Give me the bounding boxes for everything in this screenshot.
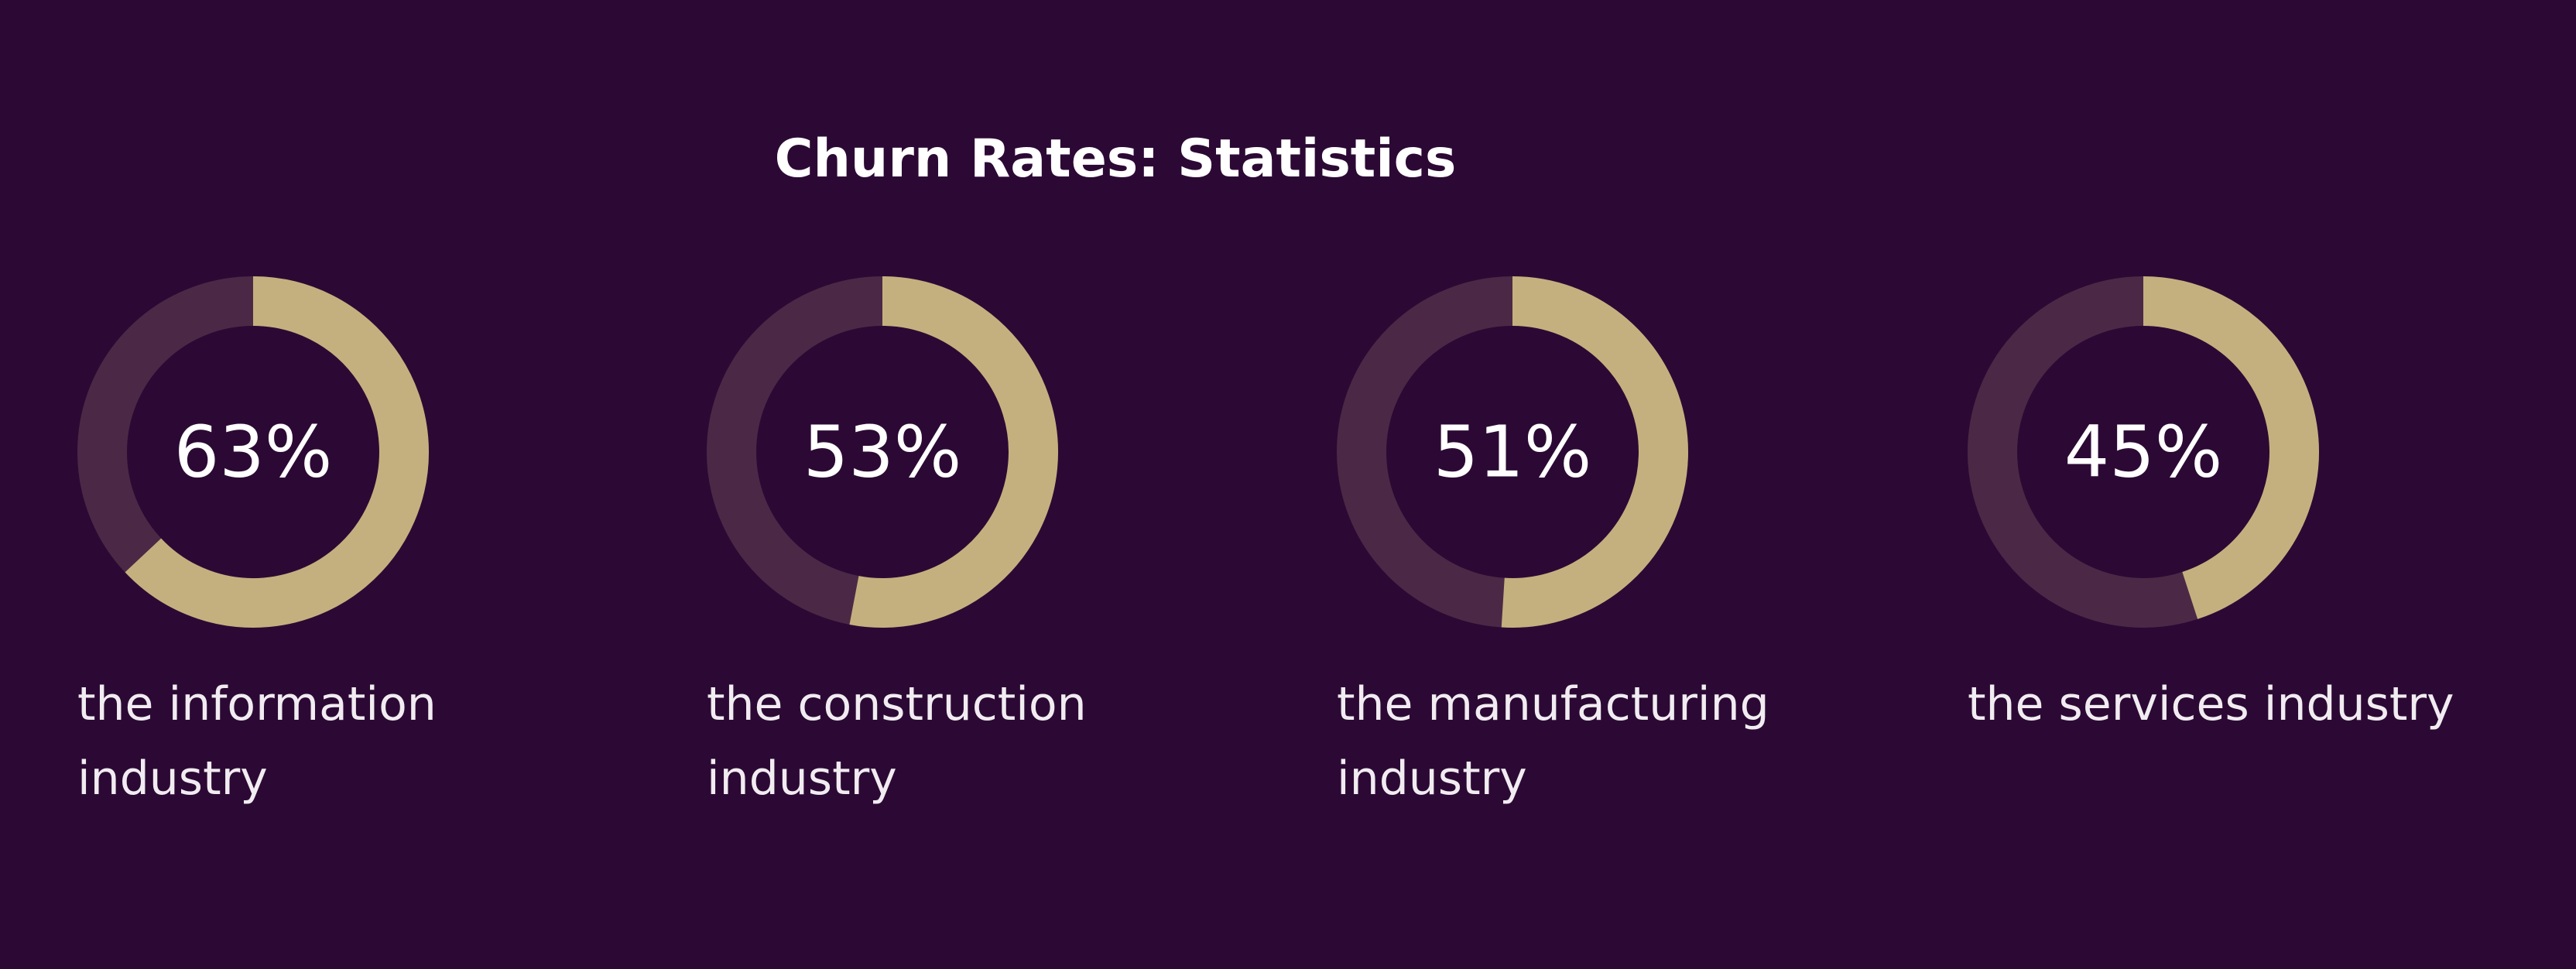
- title: Churn Rates: Statistics: [775, 128, 1457, 190]
- donut-arc: [849, 276, 1058, 628]
- category-label: the services industry: [1968, 677, 2454, 731]
- percent-label: 51%: [1434, 411, 1591, 494]
- percent-label: 45%: [2064, 411, 2222, 494]
- percent-label: 53%: [803, 411, 961, 494]
- category-label: the manufacturing industry: [1337, 677, 1769, 806]
- donut-arc: [1501, 276, 1688, 628]
- donut-arc: [125, 276, 429, 628]
- percent-label: 63%: [174, 411, 332, 494]
- category-label: the information industry: [77, 677, 437, 806]
- donut-arc: [2143, 276, 2319, 619]
- category-label: the construction industry: [707, 677, 1087, 806]
